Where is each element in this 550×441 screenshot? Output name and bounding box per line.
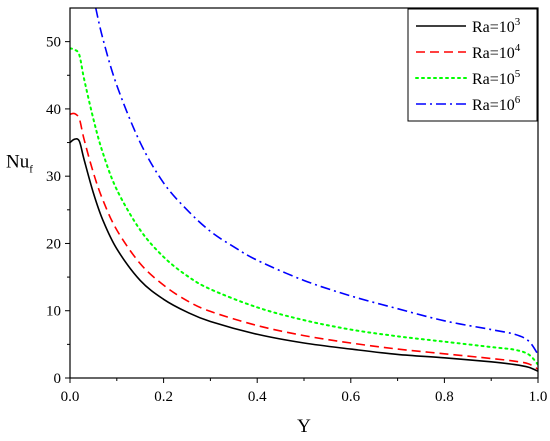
- legend-label-base: Ra=10: [472, 45, 515, 62]
- y-tick-label: 40: [46, 102, 61, 118]
- legend-label-exponent: 3: [515, 16, 521, 28]
- legend-label: Ra=106: [472, 94, 521, 114]
- x-tick-label: 0.6: [341, 389, 360, 405]
- x-tick-label: 0.0: [61, 389, 80, 405]
- y-axis-label-main: Nu: [6, 152, 30, 173]
- legend-label-exponent: 5: [515, 68, 521, 80]
- legend-label-exponent: 6: [515, 94, 521, 106]
- y-axis-label: Nuf: [6, 152, 33, 176]
- legend-label-exponent: 4: [515, 42, 521, 54]
- plot-area: [70, 8, 538, 373]
- axes: 0.0 0.2 0.4 0.6 0.8 1.0 0 10 20 30 40 50: [46, 35, 547, 405]
- legend-label: Ra=105: [472, 68, 521, 88]
- y-tick-label: 20: [46, 236, 61, 252]
- x-tick-label: 0.4: [248, 389, 267, 405]
- legend-label: Ra=104: [472, 42, 521, 62]
- x-tick-label: 0.2: [154, 389, 173, 405]
- x-tick-label: 1.0: [529, 389, 548, 405]
- y-tick-label: 0: [54, 371, 62, 387]
- legend-box: [407, 8, 538, 122]
- series-line-ra-1e3: [70, 138, 538, 373]
- y-tick-label: 30: [46, 169, 61, 185]
- legend-label: Ra=103: [472, 16, 521, 36]
- series-line-ra-1e6: [94, 8, 538, 355]
- legend-label-base: Ra=10: [472, 19, 515, 36]
- series-line-ra-1e5: [70, 47, 538, 366]
- legend-label-base: Ra=10: [472, 97, 515, 114]
- series-line-ra-1e4: [70, 112, 538, 370]
- legend-label-base: Ra=10: [472, 71, 515, 88]
- y-axis-label-subscript: f: [29, 164, 33, 176]
- y-tick-label: 10: [46, 304, 61, 320]
- x-tick-label: 0.8: [435, 389, 454, 405]
- x-axis-label: Y: [297, 416, 311, 437]
- y-tick-label: 50: [46, 35, 61, 51]
